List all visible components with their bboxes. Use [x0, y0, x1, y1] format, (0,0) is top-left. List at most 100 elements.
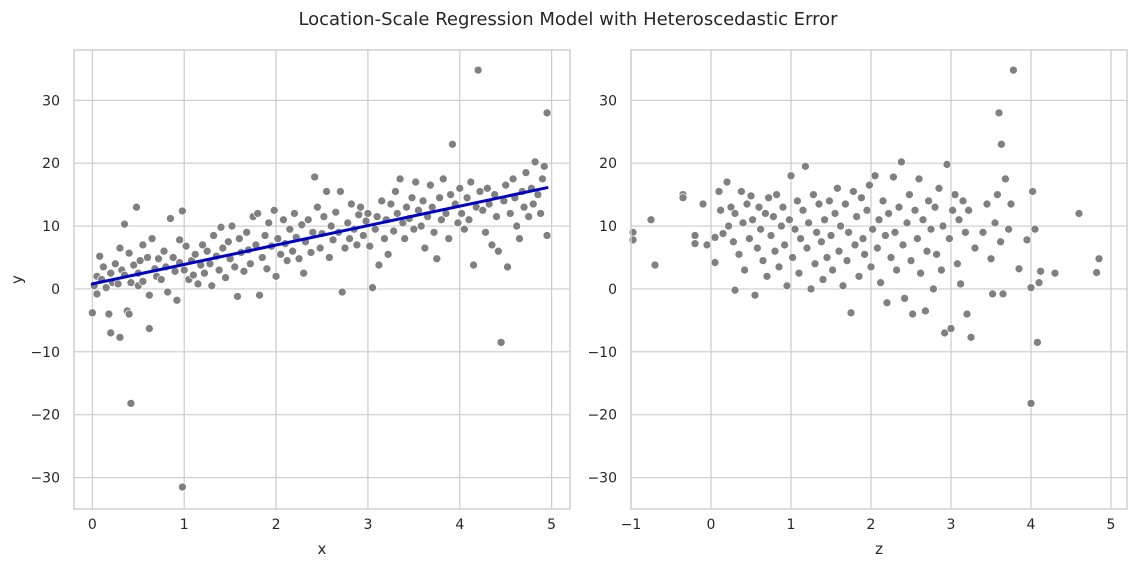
scatter-point [216, 222, 226, 232]
x-tick-label: 4 [455, 517, 464, 533]
scatter-point [740, 265, 749, 275]
scatter-point [862, 205, 872, 215]
scatter-point [542, 108, 552, 118]
scatter-point [481, 227, 490, 237]
scatter-point [198, 240, 207, 250]
scatter-point [343, 218, 353, 228]
scatter-point [1092, 268, 1101, 277]
scatter-point [190, 249, 200, 259]
scatter-point [501, 180, 511, 190]
scatter-point [233, 292, 242, 301]
scatter-point [942, 160, 952, 169]
scatter-point [181, 241, 191, 251]
scatter-point [836, 221, 845, 231]
scatter-point [945, 234, 954, 243]
scatter-point [938, 221, 948, 231]
scatter-point [124, 309, 134, 319]
scatter-point [104, 309, 114, 319]
left-scatter-panel: 0 1 2 3 4 5 −30 −20 −10 0 10 20 30 x y [8, 49, 571, 558]
scatter-point [435, 193, 444, 203]
scatter-point [95, 251, 105, 261]
scatter-point [239, 266, 249, 276]
scatter-point [754, 202, 764, 212]
scatter-point [356, 202, 365, 212]
scatter-point [738, 218, 748, 228]
scatter-point [257, 253, 267, 262]
scatter-point [402, 202, 411, 212]
scatter-point [354, 210, 364, 220]
scatter-point [426, 180, 435, 190]
scatter-point [914, 174, 924, 184]
scatter-point [785, 215, 794, 225]
plot-frame [630, 49, 1128, 510]
scatter-point [737, 187, 746, 196]
scatter-point [730, 209, 740, 218]
scatter-point [539, 161, 549, 171]
scatter-point [115, 332, 125, 342]
figure-title: Location-Scale Regression Model with Het… [298, 9, 838, 30]
scatter-point [954, 215, 964, 225]
scatter-point [524, 212, 534, 221]
scatter-point [469, 260, 478, 270]
scatter-point [988, 289, 997, 299]
scatter-point [1009, 65, 1018, 75]
scatter-point [407, 193, 417, 203]
scatter-point [234, 234, 244, 243]
scatter-point [494, 246, 503, 256]
scatter-point [223, 237, 233, 247]
scatter-point [794, 268, 804, 278]
scatter-point [429, 227, 439, 237]
scatter-point [994, 108, 1004, 118]
scatter-point [1074, 209, 1084, 218]
scatter-point [418, 196, 428, 206]
scatter-point [930, 202, 940, 212]
scatter-point [838, 281, 848, 291]
scatter-point [106, 268, 116, 278]
scatter-point [214, 265, 224, 275]
y-tick-label: −30 [30, 471, 60, 487]
scatter-point [698, 199, 708, 209]
y-tick-label: −20 [587, 408, 617, 424]
scatter-point [956, 279, 965, 289]
scatter-point [253, 209, 263, 218]
scatter-point [460, 224, 469, 234]
scatter-point [1050, 268, 1060, 278]
scatter-point [115, 243, 125, 253]
scatter-point [138, 277, 148, 286]
scatter-point [746, 191, 756, 201]
scatter-point [774, 262, 784, 272]
scatter-point [716, 205, 725, 215]
scatter-point [189, 270, 198, 280]
scatter-point [126, 278, 136, 287]
scatter-point [209, 231, 218, 240]
scatter-point [336, 187, 345, 196]
scatter-point [897, 157, 906, 167]
scatter-point [978, 227, 988, 237]
scatter-point [530, 157, 540, 167]
scatter-point [475, 187, 485, 196]
scatter-point [1030, 224, 1040, 234]
scatter-point [448, 139, 457, 149]
scatter-point [753, 243, 762, 253]
scatter-point [166, 214, 175, 223]
x-tick-label: 2 [272, 517, 281, 533]
scatter-point [748, 215, 757, 225]
scatter-point [1094, 254, 1104, 264]
scatter-point [324, 253, 334, 262]
scatter-point [1026, 283, 1036, 293]
scatter-point [242, 227, 252, 237]
scatter-point [998, 289, 1008, 299]
scatter-point [101, 283, 111, 293]
scatter-point [276, 249, 286, 259]
scatter-point [729, 237, 738, 247]
scatter-point [361, 216, 371, 226]
x-axis-label: z [875, 540, 883, 558]
x-tick-label: 4 [1027, 517, 1036, 533]
scatter-point [766, 231, 776, 240]
scatter-point [99, 262, 108, 272]
scatter-point [886, 253, 896, 262]
scatter-point [372, 212, 382, 221]
scatter-point [1036, 266, 1045, 276]
scatter-point [828, 265, 837, 275]
